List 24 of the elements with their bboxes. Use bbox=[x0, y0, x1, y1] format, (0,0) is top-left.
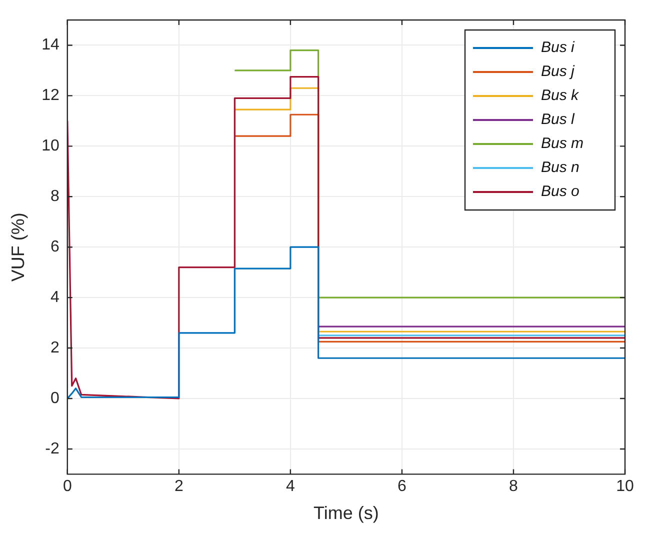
x-tick-label: 6 bbox=[398, 478, 407, 496]
y-tick-label: -2 bbox=[45, 440, 60, 458]
y-tick-label: 10 bbox=[42, 138, 60, 155]
y-tick-label: 14 bbox=[42, 36, 60, 54]
legend-label: Bus i bbox=[541, 39, 576, 56]
legend-label: Bus n bbox=[541, 159, 580, 176]
y-tick-label: 0 bbox=[50, 390, 60, 407]
y-tick-label: 12 bbox=[42, 87, 60, 104]
y-tick-label: 8 bbox=[50, 188, 60, 206]
x-tick-label: 2 bbox=[174, 478, 184, 496]
legend-label: Bus k bbox=[541, 87, 580, 104]
legend-label: Bus j bbox=[541, 63, 576, 80]
x-axis-title: Time (s) bbox=[314, 503, 379, 524]
x-tick-label: 4 bbox=[286, 478, 295, 496]
y-tick-label: 4 bbox=[50, 288, 60, 306]
x-tick-label: 8 bbox=[509, 478, 518, 496]
legend-label: Bus o bbox=[541, 183, 580, 200]
x-tick-label: 10 bbox=[616, 478, 634, 496]
y-axis-title: VUF (%) bbox=[8, 212, 28, 282]
y-tick-label: 6 bbox=[50, 238, 60, 256]
x-tick-label: 0 bbox=[62, 478, 72, 496]
legend-label: Bus l bbox=[541, 111, 576, 128]
y-tick-label: 2 bbox=[50, 339, 60, 356]
legend-label: Bus m bbox=[541, 135, 584, 152]
